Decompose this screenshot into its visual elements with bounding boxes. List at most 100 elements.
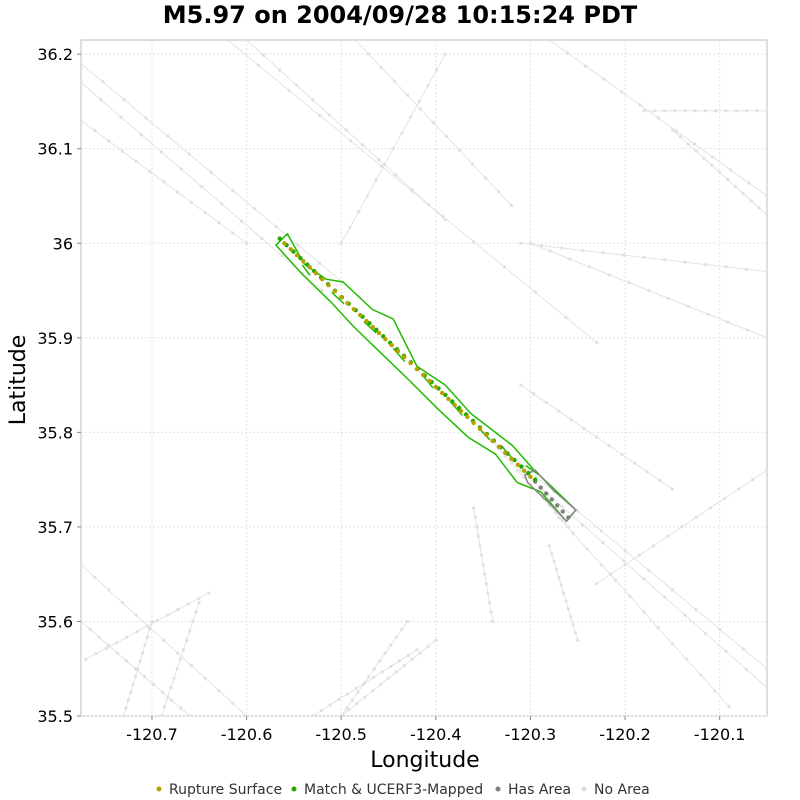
no-area-point [576, 509, 580, 513]
no-area-point [637, 553, 641, 557]
no-area-point [703, 109, 708, 113]
rupture-surface-point [313, 271, 319, 276]
no-area-point [714, 109, 718, 113]
no-area-point [544, 400, 548, 405]
no-area-point [287, 88, 291, 93]
legend-marker [291, 786, 297, 792]
no-area-point [443, 52, 447, 56]
no-area-point [568, 257, 572, 261]
no-area-point [737, 487, 741, 491]
no-area-point [683, 260, 687, 264]
no-area-point [571, 623, 575, 627]
rupture-surface-point [427, 378, 432, 384]
rupture-surface-point [351, 306, 357, 312]
legend-match-mapped: Match & UCERF3-Mapped [291, 782, 483, 798]
no-area-point [360, 143, 365, 147]
no-area-point [658, 478, 662, 483]
no-area-point [145, 624, 149, 628]
no-area-point [200, 184, 204, 189]
no-area-point [389, 664, 393, 668]
rupture-surface-point [282, 241, 287, 246]
no-area-point [683, 613, 687, 617]
rupture-surface-point [357, 312, 363, 318]
no-area-point [150, 619, 154, 624]
no-area-point [519, 383, 523, 387]
no-area-point [418, 651, 422, 655]
no-area-point [120, 149, 124, 153]
no-area-point [176, 608, 180, 612]
rupture-surface-point [320, 277, 325, 282]
no-area-point [311, 98, 315, 102]
no-area-point [196, 597, 201, 601]
no-area-point [380, 670, 384, 674]
no-area-point [601, 251, 605, 255]
no-area-point [609, 572, 613, 576]
no-area-point [125, 635, 129, 639]
y-tick-label: 35.5 [37, 707, 73, 726]
no-area-point [179, 706, 183, 710]
no-area-point [356, 690, 360, 694]
no-area-point [374, 178, 378, 182]
no-area-point [151, 682, 156, 687]
no-area-point [516, 468, 520, 472]
x-tick-label: -120.5 [315, 725, 367, 744]
no-area-point [587, 265, 592, 269]
no-area-point [765, 667, 767, 671]
no-area-point [550, 552, 554, 556]
no-area-point [472, 506, 476, 510]
no-area-point [347, 708, 351, 712]
no-area-point [378, 659, 382, 663]
rupture-surface-point [465, 414, 470, 420]
no-area-point [533, 290, 537, 294]
rupture-surface-point [471, 420, 476, 426]
rupture-surface-point [528, 474, 533, 479]
no-area-point [554, 511, 558, 515]
no-area-point [666, 534, 670, 538]
rupture-surface-point [389, 342, 394, 348]
no-area-point [427, 203, 431, 207]
match-point [526, 470, 531, 476]
no-area-point [345, 692, 350, 696]
no-area-point [349, 139, 353, 143]
no-area-point [400, 627, 404, 631]
no-area-point [142, 675, 147, 679]
no-area-point [595, 340, 599, 345]
no-area-point [129, 690, 133, 694]
x-tick-label: -120.6 [221, 725, 273, 744]
no-area-point [97, 635, 101, 639]
no-area-point [744, 267, 749, 271]
no-area-point [104, 646, 108, 650]
no-area-point [189, 663, 193, 668]
no-area-point [379, 164, 384, 168]
rupture-surface-point [484, 432, 489, 438]
no-area-point [703, 262, 708, 267]
rupture-surface-point [364, 318, 369, 324]
no-area-point [148, 627, 152, 631]
match-point [519, 464, 524, 469]
no-area-point [724, 109, 728, 113]
no-area-point [744, 109, 749, 113]
no-area-point [353, 40, 357, 42]
no-area-point [486, 591, 490, 595]
no-area-point [217, 689, 221, 693]
no-area-point [400, 131, 404, 135]
no-area-point [426, 645, 430, 649]
no-area-point [194, 610, 198, 614]
match-point [443, 392, 448, 398]
no-area-point [356, 210, 361, 214]
no-area-point [519, 468, 523, 472]
no-area-point [397, 659, 402, 663]
no-area-point [379, 65, 384, 70]
no-area-point [584, 64, 588, 68]
rupture-subsection-divider [363, 321, 377, 334]
no-area-point [489, 610, 493, 614]
no-area-point [81, 563, 83, 567]
no-area-point [185, 638, 189, 642]
no-area-point [656, 116, 660, 120]
no-area-point [426, 84, 430, 88]
no-area-point [120, 600, 124, 605]
no-area-point [207, 591, 211, 595]
no-area-point [674, 129, 678, 133]
no-area-point [725, 177, 730, 182]
no-area-point [84, 657, 88, 661]
